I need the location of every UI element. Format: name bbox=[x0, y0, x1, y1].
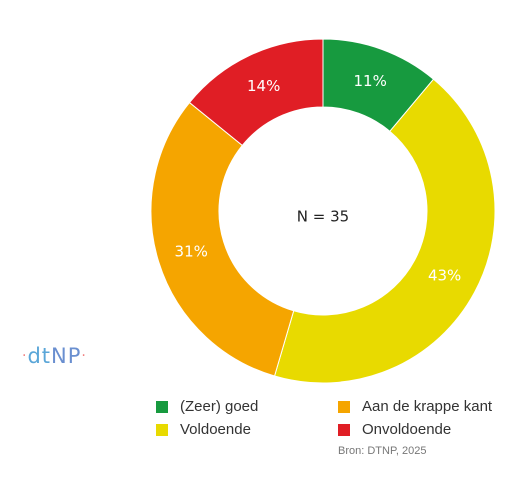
legend-item-voldoende: Voldoende bbox=[156, 421, 251, 438]
legend-swatch-red bbox=[338, 423, 350, 436]
logo-text-np: NP bbox=[51, 344, 82, 368]
logo-dot-right: · bbox=[81, 348, 87, 364]
logo-dot-left: · bbox=[22, 348, 28, 364]
legend-item-aan-de-krappe-kant: Aan de krappe kant bbox=[338, 398, 492, 415]
legend-item-zeer-goed: (Zeer) goed bbox=[156, 398, 258, 415]
slice-aan-de-krappe-kant bbox=[150, 101, 295, 377]
slice-label-onvoldoende: 14% bbox=[247, 77, 280, 95]
center-label: N = 35 bbox=[297, 208, 349, 226]
legend-item-onvoldoende: Onvoldoende bbox=[338, 421, 451, 438]
legend-swatch-yellow bbox=[156, 423, 168, 436]
legend-label: (Zeer) goed bbox=[180, 398, 259, 415]
legend-swatch-orange bbox=[338, 400, 350, 413]
legend-label: Voldoende bbox=[180, 421, 251, 438]
slice-label-voldoende: 43% bbox=[428, 267, 461, 285]
donut-slices bbox=[150, 38, 496, 384]
slice-voldoende bbox=[273, 78, 496, 384]
legend-swatch-green bbox=[156, 400, 168, 413]
slice-label-aan-de-krappe-kant: 31% bbox=[175, 242, 208, 260]
legend-label: Aan de krappe kant bbox=[362, 398, 493, 415]
dtnp-logo: ·dtNP· bbox=[22, 344, 87, 368]
logo-text: dt bbox=[27, 344, 52, 368]
slice-label-zeer-goed: 11% bbox=[354, 72, 387, 90]
slice-labels: 11% 43% 31% 14% bbox=[175, 72, 462, 285]
source-note: Bron: DTNP, 2025 bbox=[338, 445, 427, 457]
legend-label: Onvoldoende bbox=[362, 421, 452, 438]
slice-onvoldoende bbox=[188, 38, 324, 147]
